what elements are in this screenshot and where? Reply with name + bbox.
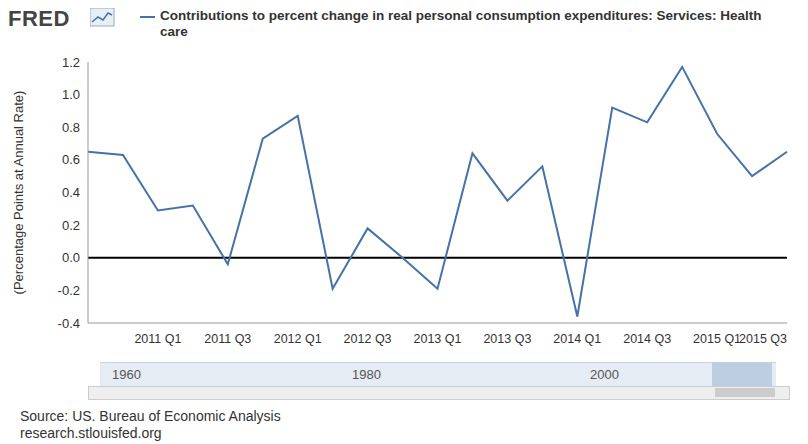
html-text:FRED: FRED	[8, 6, 70, 31]
svg-text:0.6: 0.6	[62, 152, 80, 167]
svg-text:0.2: 0.2	[62, 218, 80, 233]
svg-text:1.2: 1.2	[62, 55, 80, 70]
svg-text:2012 Q1: 2012 Q1	[274, 332, 322, 346]
svg-text:2013 Q3: 2013 Q3	[483, 332, 531, 346]
html-text:Source: US. Bureau of Economic: Source: US. Bureau of Economic Analysis	[20, 408, 281, 424]
svg-text:2015 Q1: 2015 Q1	[693, 332, 741, 346]
html-text:1980: 1980	[352, 367, 381, 382]
svg-text:2012 Q3: 2012 Q3	[344, 332, 392, 346]
html-text:2000: 2000	[590, 367, 619, 382]
svg-text:1.0: 1.0	[62, 87, 80, 102]
svg-text:2011 Q3: 2011 Q3	[204, 332, 251, 346]
svg-text:0.0: 0.0	[62, 250, 80, 265]
html-text:Contributions to percent chang: Contributions to percent change in real …	[160, 8, 762, 39]
svg-text:0.4: 0.4	[62, 185, 80, 200]
svg-text:2013 Q1: 2013 Q1	[414, 332, 462, 346]
svg-text:2011 Q1: 2011 Q1	[134, 332, 181, 346]
svg-text:2014 Q3: 2014 Q3	[623, 332, 671, 346]
svg-text:2014 Q1: 2014 Q1	[553, 332, 601, 346]
html-text:research.stlouisfed.org: research.stlouisfed.org	[20, 425, 162, 441]
svg-text:(Percentage Points at Annual R: (Percentage Points at Annual Rate)	[11, 91, 26, 295]
svg-text:-0.2: -0.2	[58, 283, 80, 298]
svg-text:2015 Q3: 2015 Q3	[739, 332, 787, 346]
html-text:1960: 1960	[112, 367, 141, 382]
svg-text:0.8: 0.8	[62, 120, 80, 135]
svg-text:-0.4: -0.4	[58, 316, 80, 331]
